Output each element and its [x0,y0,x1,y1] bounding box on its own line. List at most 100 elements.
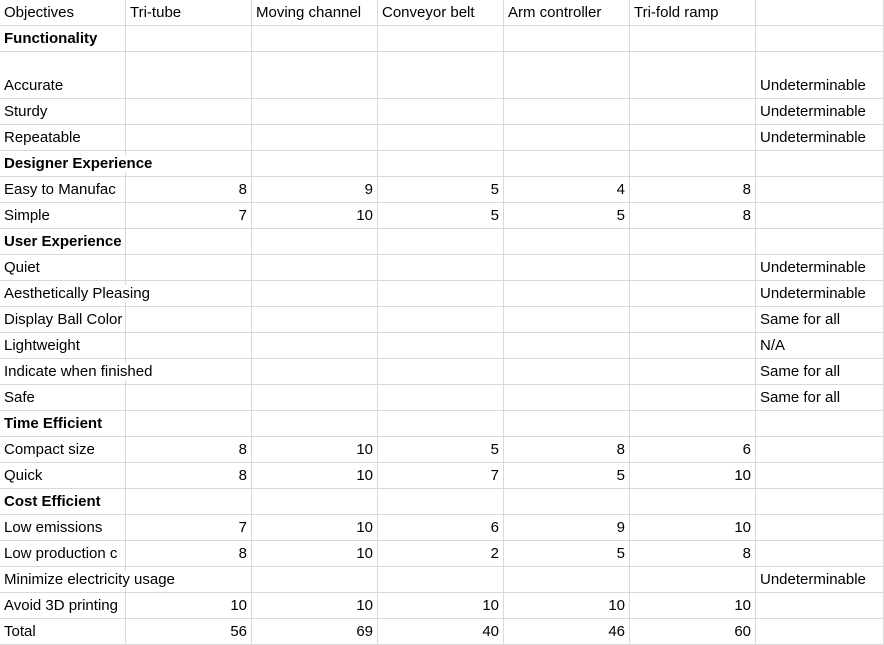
cell[interactable]: 46 [504,619,630,645]
cell[interactable] [756,0,884,26]
cell[interactable] [504,151,630,177]
cell[interactable] [126,333,252,359]
cell[interactable]: Undeterminable [756,52,884,99]
cell[interactable] [504,281,630,307]
cell[interactable]: 6 [630,437,756,463]
cell[interactable]: 5 [378,437,504,463]
cell[interactable]: 10 [630,515,756,541]
cell[interactable]: 10 [252,437,378,463]
cell[interactable]: Aesthetically Pleasing [0,281,152,307]
cell[interactable] [126,99,252,125]
cell[interactable]: Minimize electricity usage [0,567,177,593]
cell[interactable] [252,385,378,411]
cell[interactable] [252,489,378,515]
cell[interactable] [378,229,504,255]
cell[interactable]: 8 [630,203,756,229]
cell[interactable]: 5 [378,203,504,229]
cell[interactable]: Indicate when finished [0,359,155,385]
cell[interactable] [630,333,756,359]
cell[interactable]: 7 [126,515,252,541]
cell[interactable] [252,125,378,151]
cell[interactable]: 9 [252,177,378,203]
cell[interactable] [756,463,884,489]
cell[interactable] [378,385,504,411]
cell[interactable]: Accurate [0,52,126,99]
cell[interactable] [630,489,756,515]
cell[interactable]: Tri-tube [126,0,252,26]
cell[interactable] [378,489,504,515]
cell[interactable]: Safe [0,385,126,411]
cell[interactable]: 10 [126,593,252,619]
cell[interactable] [126,359,252,385]
cell[interactable]: Total [0,619,126,645]
cell[interactable] [126,307,252,333]
cell[interactable]: User Experience [0,229,126,255]
cell[interactable] [756,229,884,255]
cell[interactable]: 7 [378,463,504,489]
cell[interactable] [252,281,378,307]
cell[interactable] [378,359,504,385]
cell[interactable] [126,255,252,281]
cell[interactable] [126,26,252,52]
cell[interactable]: 40 [378,619,504,645]
cell[interactable]: 60 [630,619,756,645]
cell[interactable] [126,411,252,437]
cell[interactable] [630,125,756,151]
cell[interactable] [378,99,504,125]
cell[interactable]: N/A [756,333,884,359]
cell[interactable] [630,307,756,333]
cell[interactable]: Lightweight [0,333,126,359]
cell[interactable]: Avoid 3D printing [0,593,126,619]
cell[interactable] [630,229,756,255]
cell[interactable] [252,333,378,359]
cell[interactable] [756,593,884,619]
cell[interactable] [126,281,252,307]
cell[interactable] [630,385,756,411]
cell[interactable] [756,489,884,515]
cell[interactable]: 8 [630,541,756,567]
cell[interactable] [504,99,630,125]
cell[interactable] [378,125,504,151]
cell[interactable] [630,359,756,385]
cell[interactable] [378,52,504,99]
cell[interactable]: Compact size [0,437,126,463]
cell[interactable]: 10 [252,593,378,619]
cell[interactable] [378,411,504,437]
cell[interactable] [252,52,378,99]
cell[interactable] [378,567,504,593]
cell[interactable]: Quiet [0,255,126,281]
cell[interactable]: Objectives [0,0,126,26]
cell[interactable]: 10 [378,593,504,619]
cell[interactable] [756,411,884,437]
cell[interactable] [504,26,630,52]
cell[interactable]: 56 [126,619,252,645]
cell[interactable]: Designer Experience [0,151,155,177]
cell[interactable] [378,151,504,177]
cell[interactable] [756,437,884,463]
cell[interactable] [756,541,884,567]
cell[interactable] [126,489,252,515]
cell[interactable]: 4 [504,177,630,203]
cell[interactable]: 5 [504,541,630,567]
cell[interactable] [504,567,630,593]
cell[interactable] [630,26,756,52]
cell[interactable]: 10 [252,515,378,541]
cell[interactable]: 10 [504,593,630,619]
cell[interactable]: Undeterminable [756,125,884,151]
cell[interactable]: 2 [378,541,504,567]
cell[interactable] [378,26,504,52]
cell[interactable]: Tri-fold ramp [630,0,756,26]
cell[interactable] [756,177,884,203]
cell[interactable]: Same for all [756,359,884,385]
cell[interactable] [126,125,252,151]
cell[interactable] [504,385,630,411]
cell[interactable]: Undeterminable [756,255,884,281]
cell[interactable] [252,26,378,52]
cell[interactable]: 10 [630,593,756,619]
cell[interactable]: 10 [630,463,756,489]
cell[interactable]: 8 [126,437,252,463]
cell[interactable] [378,281,504,307]
cell[interactable]: 8 [126,463,252,489]
cell[interactable] [126,567,252,593]
cell[interactable] [126,52,252,99]
